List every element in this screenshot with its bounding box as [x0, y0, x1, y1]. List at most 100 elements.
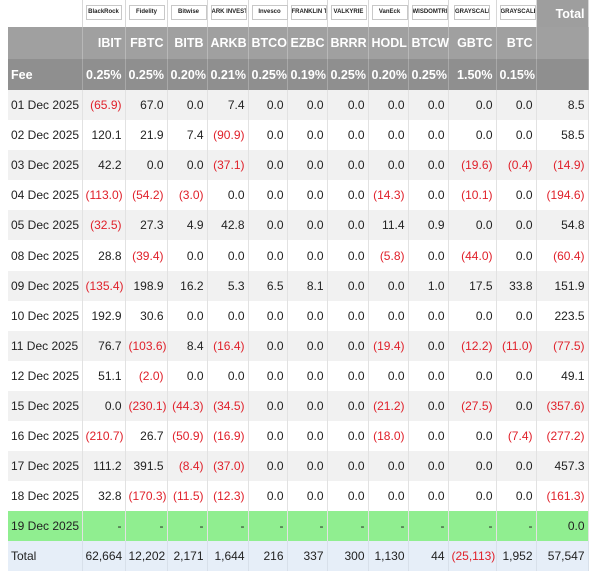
flow-cell: 0.0: [248, 390, 288, 422]
fee-cell: 0.20%: [368, 59, 409, 90]
flow-cell: (113.0): [82, 180, 126, 211]
total-cell: 337: [287, 541, 328, 571]
row-total-cell: (77.5): [536, 330, 589, 361]
flow-cell: 0.0: [327, 360, 369, 391]
flow-cell: 0.0: [327, 240, 369, 271]
flow-cell: 0.0: [287, 90, 328, 121]
flow-cell: 0.0: [368, 270, 409, 301]
flow-cell: 17.5: [448, 270, 497, 301]
flow-cell: (37.1): [207, 150, 249, 181]
row-total-cell: (357.6): [536, 390, 589, 422]
flow-cell: 0.0: [167, 360, 208, 391]
fee-cell: 0.21%: [207, 59, 249, 90]
flow-cell: 0.0: [408, 360, 449, 391]
row-date: 08 Dec 2025: [8, 240, 83, 271]
flow-cell: (18.0): [368, 421, 409, 452]
flow-cell: 0.0: [248, 300, 288, 331]
flow-cell: 391.5: [125, 451, 168, 482]
row-date: 18 Dec 2025: [8, 481, 83, 512]
flow-cell: (21.2): [368, 390, 409, 422]
flow-cell: (54.2): [125, 180, 168, 211]
flow-cell: (19.6): [448, 150, 497, 181]
table-row: 16 Dec 2025 (210.7) 26.7 (50.9) (16.9) 0.0 0.0…: [8, 421, 589, 452]
logo-cell: BlackRock: [82, 0, 126, 27]
bitwise-logo: Bitwise: [170, 4, 207, 20]
flow-cell: 0.0: [327, 330, 369, 361]
flow-cell: -: [368, 511, 409, 542]
flow-cell: (170.3): [125, 481, 168, 512]
flow-cell: (3.0): [167, 180, 208, 211]
row-total-cell: (194.6): [536, 180, 589, 211]
flow-cell: 0.0: [167, 300, 208, 331]
flow-cell: 0.0: [125, 150, 168, 181]
vaneck-logo: VanEck: [371, 4, 408, 20]
etf-flow-table: BlackRock Fidelity Bitwise ARK INVEST Invesc…: [8, 0, 589, 571]
flow-cell: 0.0: [287, 330, 328, 361]
blackrock-logo: BlackRock: [85, 4, 122, 20]
flow-cell: 0.0: [207, 300, 249, 331]
flow-cell: (10.1): [448, 180, 497, 211]
row-date: 10 Dec 2025: [8, 300, 83, 331]
ticker-header: EZBC: [287, 27, 328, 59]
flow-cell: 0.0: [448, 360, 497, 391]
flow-cell: 0.9: [408, 210, 449, 241]
table-row: 05 Dec 2025 (32.5) 27.3 4.9 42.8 0.0 0.0 0.0 11.…: [8, 210, 589, 241]
flow-cell: (230.1): [125, 390, 168, 422]
row-total-cell: (14.9): [536, 150, 589, 181]
total-cell: 1,644: [207, 541, 249, 571]
flow-cell: 0.0: [248, 90, 288, 121]
flow-cell: 6.5: [248, 270, 288, 301]
flow-cell: 0.0: [448, 210, 497, 241]
fee-cell: 0.20%: [167, 59, 208, 90]
flow-cell: 0.0: [287, 120, 328, 151]
row-date: 11 Dec 2025: [8, 330, 83, 361]
table-row: 18 Dec 2025 32.8 (170.3) (11.5) (12.3) 0.0 0.0…: [8, 481, 589, 512]
flow-cell: 27.3: [125, 210, 168, 241]
row-total-cell: 8.5: [536, 90, 589, 121]
flow-cell: 0.0: [408, 481, 449, 512]
flow-cell: 0.0: [496, 90, 537, 121]
total-cell: 44: [408, 541, 449, 571]
ticker-header: BTCO: [248, 27, 288, 59]
flow-cell: -: [82, 511, 126, 542]
fee-label: Fee: [8, 59, 83, 90]
flow-cell: 0.0: [496, 210, 537, 241]
flow-cell: 42.8: [207, 210, 249, 241]
flow-cell: 76.7: [82, 330, 126, 361]
flow-cell: (12.2): [448, 330, 497, 361]
flow-cell: (44.3): [167, 390, 208, 422]
flow-cell: (90.9): [207, 120, 249, 151]
fee-cell: 0.15%: [496, 59, 537, 90]
flow-cell: 0.0: [287, 421, 328, 452]
table-row: 03 Dec 2025 42.2 0.0 0.0 (37.1) 0.0 0.0 0.0 0.0 0…: [8, 150, 589, 181]
flow-cell: 0.0: [448, 300, 497, 331]
table-row: 11 Dec 2025 76.7 (103.6) 8.4 (16.4) 0.0 0.0 0.0…: [8, 330, 589, 361]
flow-cell: (16.9): [207, 421, 249, 452]
table-row: 10 Dec 2025 192.9 30.6 0.0 0.0 0.0 0.0 0.0 0.0 0.…: [8, 300, 589, 331]
flow-cell: 0.0: [408, 120, 449, 151]
total-cell: 2,171: [167, 541, 208, 571]
flow-cell: 0.0: [496, 240, 537, 271]
flow-cell: 0.0: [496, 120, 537, 151]
flow-cell: 0.0: [248, 210, 288, 241]
flow-cell: 0.0: [248, 150, 288, 181]
flow-cell: 0.0: [496, 451, 537, 482]
flow-cell: 0.0: [408, 150, 449, 181]
flow-cell: 0.0: [287, 180, 328, 211]
table-row: 01 Dec 2025 (65.9) 67.0 0.0 7.4 0.0 0.0 0.0 0.0 0…: [8, 90, 589, 121]
flow-cell: 11.4: [368, 210, 409, 241]
flow-cell: (103.6): [125, 330, 168, 361]
flow-cell: 32.8: [82, 481, 126, 512]
flow-cell: (44.0): [448, 240, 497, 271]
total-column-header: Total: [536, 0, 589, 27]
flow-cell: 28.8: [82, 240, 126, 271]
grayscale-mini-logo: GRAYSCALE: [499, 4, 536, 20]
ticker-header: HODL: [368, 27, 409, 59]
flow-cell: 0.0: [248, 421, 288, 452]
ticker-row: IBIT FBTC BITB ARKB BTCO EZBC BRRR HODL BTCW GBTC…: [8, 27, 589, 59]
etf-flow-table-container: BlackRock Fidelity Bitwise ARK INVEST Invesc…: [8, 0, 589, 571]
flow-cell: 0.0: [496, 481, 537, 512]
table-row: 09 Dec 2025 (135.4) 198.9 16.2 5.3 6.5 8.1 0.0 0…: [8, 270, 589, 301]
row-date: 17 Dec 2025: [8, 451, 83, 482]
flow-cell: 0.0: [167, 90, 208, 121]
